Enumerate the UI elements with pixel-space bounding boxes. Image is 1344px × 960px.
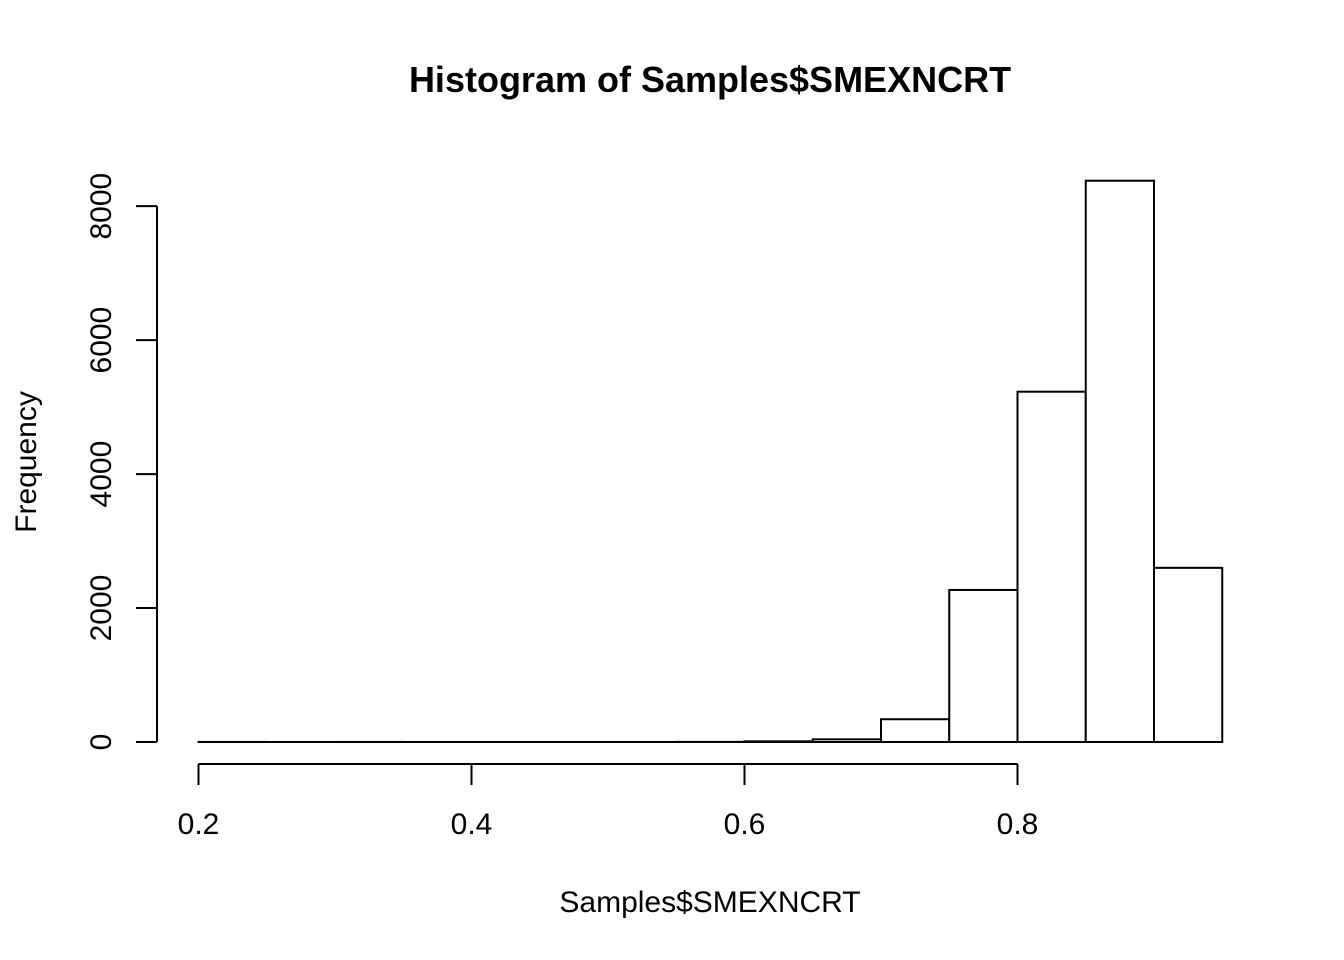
y-tick-label: 6000 — [85, 307, 118, 374]
x-axis-label: Samples$SMEXNCRT — [559, 886, 860, 919]
y-tick-label: 2000 — [85, 575, 118, 642]
y-tick-label: 0 — [85, 734, 118, 751]
histogram-bar — [743, 740, 814, 744]
y-axis: 0 2000 4000 6000 8000 — [85, 173, 158, 751]
histogram-bar — [880, 718, 951, 744]
bars-group — [197, 179, 1224, 744]
y-tick-label: 8000 — [85, 173, 118, 240]
x-tick-label: 0.4 — [451, 808, 493, 841]
histogram-bar — [1084, 179, 1155, 744]
y-tick-label: 4000 — [85, 441, 118, 508]
x-axis: 0.2 0.4 0.6 0.8 — [178, 763, 1039, 841]
x-tick-label: 0.2 — [178, 808, 220, 841]
histogram-bar — [948, 588, 1019, 743]
histogram-bar — [1016, 390, 1087, 743]
histogram-bar — [811, 738, 882, 744]
histogram-bar — [1153, 566, 1224, 743]
chart-title: Histogram of Samples$SMEXNCRT — [409, 59, 1011, 100]
x-tick-label: 0.6 — [724, 808, 766, 841]
x-tick-label: 0.8 — [997, 808, 1039, 841]
y-axis-label: Frequency — [10, 391, 43, 533]
